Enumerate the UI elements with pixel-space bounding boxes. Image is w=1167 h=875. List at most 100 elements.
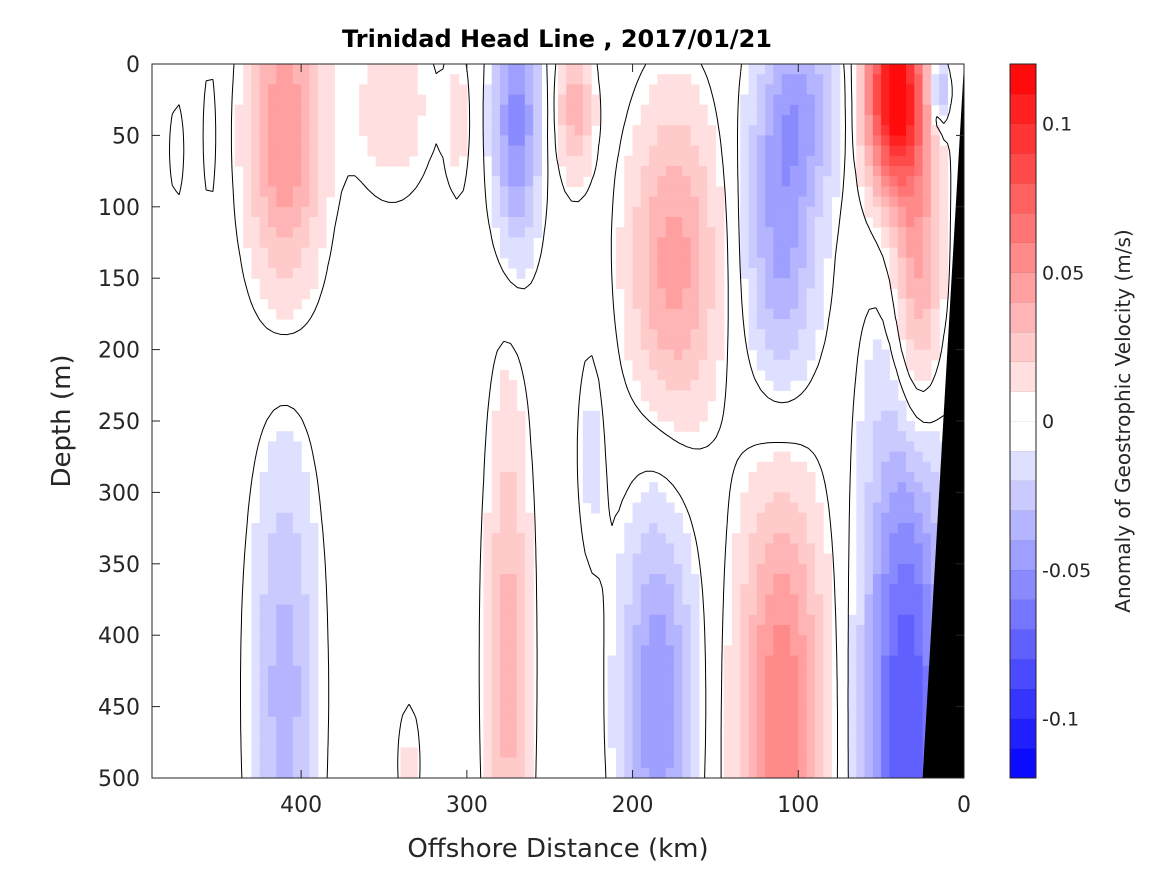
heat-cell (524, 237, 534, 249)
heat-cell (259, 94, 269, 106)
heat-cell (276, 104, 286, 116)
heat-cell (309, 747, 319, 759)
heat-cell (508, 247, 518, 259)
heat-cell (740, 492, 750, 504)
heat-cell (301, 665, 311, 677)
heat-cell (665, 370, 675, 381)
heat-cell (906, 206, 915, 218)
heat-cell (906, 84, 915, 96)
heat-cell (665, 574, 675, 585)
heat-cell (640, 349, 650, 361)
heat-cell (375, 94, 385, 106)
heat-cell (640, 574, 650, 585)
heat-cell (491, 84, 501, 96)
heat-cell (674, 319, 683, 330)
heat-cell (251, 523, 261, 534)
x-tick-label: 300 (446, 793, 488, 818)
heat-cell (922, 196, 932, 208)
heat-cell (268, 655, 277, 667)
heat-cell (756, 288, 766, 300)
heat-cell (632, 206, 642, 218)
heat-cell (591, 431, 601, 442)
heat-cell (889, 451, 899, 463)
heat-cell (756, 115, 766, 126)
heat-cell (889, 400, 899, 412)
heat-cell (781, 543, 791, 555)
heat-cell (508, 186, 518, 198)
heat-cell (500, 482, 509, 493)
heat-cell (790, 461, 799, 473)
heat-cell (773, 206, 783, 218)
heat-cell (889, 94, 899, 106)
heat-cell (740, 186, 750, 198)
heat-cell (665, 319, 675, 330)
heat-cell (856, 625, 866, 636)
heat-cell (814, 166, 824, 177)
heat-cell (922, 533, 932, 544)
heat-cell (276, 74, 286, 85)
heat-cell (765, 84, 775, 96)
heat-cell (284, 94, 294, 106)
heat-cell (682, 84, 692, 96)
heat-cell (906, 686, 915, 697)
heat-cell (317, 115, 327, 126)
heat-cell (657, 115, 667, 126)
heat-cell (276, 665, 286, 677)
heat-cell (268, 472, 277, 483)
heat-cell (914, 574, 924, 585)
heat-cell (881, 227, 891, 238)
colorbar-level (1010, 450, 1036, 481)
heat-cell (301, 115, 311, 126)
heat-cell (765, 512, 775, 524)
heat-cell (773, 145, 783, 157)
heat-cell (806, 645, 816, 657)
heat-cell (715, 206, 725, 218)
heat-cell (773, 74, 783, 85)
heat-cell (765, 319, 775, 330)
heat-cell (906, 349, 915, 361)
heat-cell (781, 186, 791, 198)
heat-cell (682, 676, 692, 687)
heat-cell (806, 523, 816, 534)
heat-cell (301, 747, 311, 759)
heat-cell (872, 441, 882, 453)
heat-cell (740, 115, 750, 126)
heat-cell (259, 625, 269, 636)
heat-cell (500, 206, 509, 218)
heat-cell (856, 421, 866, 432)
heat-cell (574, 155, 584, 167)
heat-cell (715, 288, 725, 300)
heat-cell (798, 655, 808, 667)
heat-cell (939, 84, 949, 96)
heat-cell (251, 625, 261, 636)
heat-cell (682, 288, 692, 300)
heat-cell (930, 431, 940, 442)
heat-cell (292, 84, 302, 96)
heat-cell (740, 206, 750, 218)
heat-cell (665, 696, 675, 708)
heat-cell (848, 747, 857, 759)
heat-cell (690, 227, 700, 238)
heat-cell (715, 329, 725, 340)
heat-cell (292, 166, 302, 177)
heat-cell (698, 288, 708, 300)
heat-cell (922, 645, 932, 657)
heat-cell (872, 400, 882, 412)
heat-cell (243, 196, 253, 208)
heat-cell (251, 186, 261, 198)
heat-cell (649, 502, 659, 514)
heat-cell (682, 370, 692, 381)
heat-cell (715, 186, 725, 198)
heat-cell (748, 747, 758, 759)
heat-cell (292, 645, 302, 657)
heat-cell (897, 186, 907, 198)
heat-cell (790, 329, 799, 340)
heat-cell (864, 533, 874, 544)
heat-cell (384, 155, 393, 167)
heat-cell (649, 308, 659, 320)
heat-cell (756, 278, 766, 289)
heat-cell (864, 104, 874, 116)
heat-cell (897, 400, 907, 412)
heat-cell (872, 176, 882, 187)
heat-cell (632, 308, 642, 320)
